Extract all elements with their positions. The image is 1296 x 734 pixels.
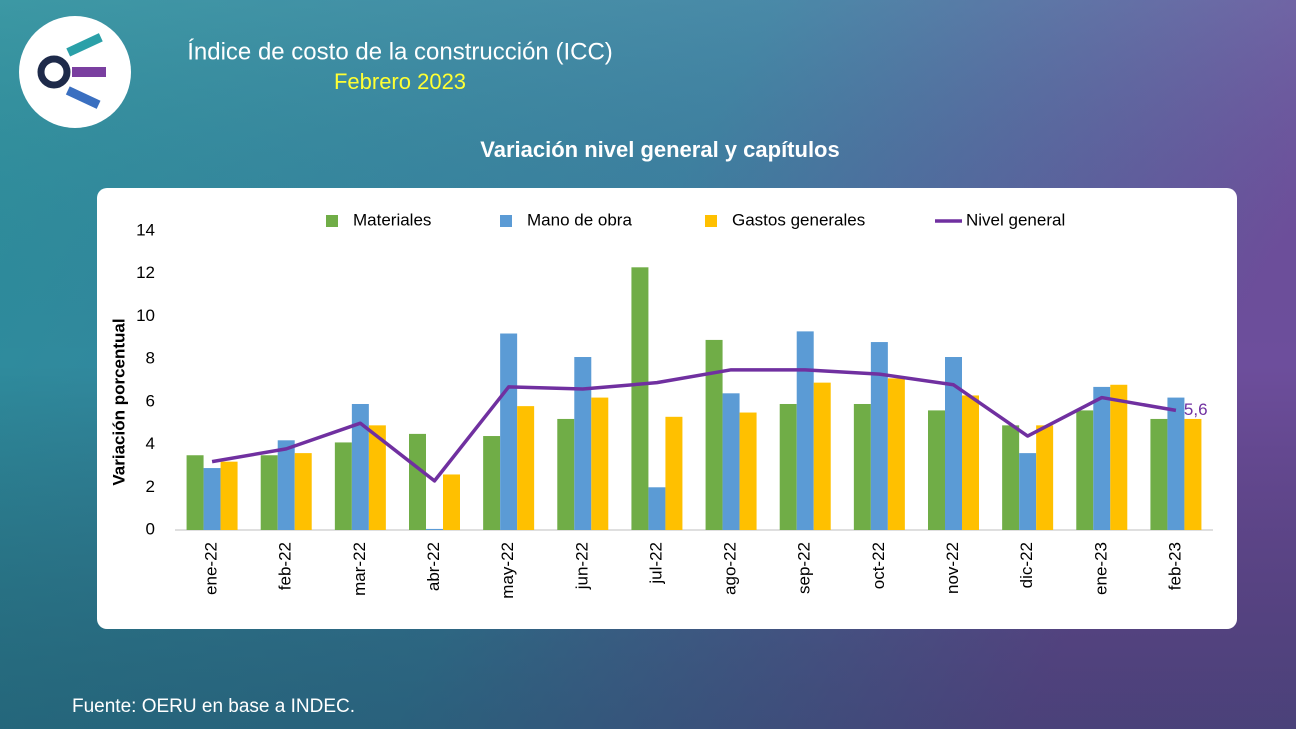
bar bbox=[945, 357, 962, 530]
y-tick-label: 8 bbox=[146, 349, 155, 368]
legend-label: Nivel general bbox=[966, 210, 1065, 229]
chart-panel bbox=[97, 188, 1237, 629]
bar bbox=[443, 474, 460, 530]
legend-label: Gastos generales bbox=[732, 210, 865, 229]
bar bbox=[483, 436, 501, 530]
legend-swatch bbox=[500, 215, 512, 227]
header-title: Índice de costo de la construcción (ICC) bbox=[187, 38, 613, 65]
y-tick-label: 0 bbox=[146, 519, 155, 538]
logo bbox=[19, 16, 131, 128]
legend-swatch bbox=[705, 215, 717, 227]
x-tick-label: may-22 bbox=[498, 542, 517, 599]
bar bbox=[962, 395, 979, 530]
bar bbox=[500, 333, 518, 530]
bar bbox=[294, 453, 312, 530]
y-tick-label: 4 bbox=[146, 434, 155, 453]
bar bbox=[1002, 425, 1020, 530]
bar bbox=[351, 403, 369, 530]
bar bbox=[220, 461, 238, 530]
y-tick-label: 12 bbox=[136, 263, 155, 282]
x-tick-label: jul-22 bbox=[646, 542, 665, 585]
y-tick-label: 10 bbox=[136, 306, 155, 325]
y-tick-label: 14 bbox=[136, 220, 155, 239]
x-tick-label: mar-22 bbox=[350, 542, 369, 596]
line bbox=[211, 368, 1177, 483]
x-tick-label: oct-22 bbox=[869, 542, 888, 589]
bar bbox=[203, 468, 221, 530]
bar bbox=[1167, 397, 1185, 530]
x-tick-label: ago-22 bbox=[721, 542, 740, 595]
chart-title: Variación nivel general y capítulos bbox=[480, 137, 839, 162]
bar bbox=[186, 455, 204, 530]
x-tick-label: abr-22 bbox=[424, 542, 443, 591]
x-tick-label: ene-22 bbox=[202, 542, 221, 595]
x-tick-label: jun-22 bbox=[572, 542, 591, 590]
y-tick-label: 2 bbox=[146, 477, 155, 496]
bar bbox=[368, 425, 386, 530]
bar bbox=[796, 331, 814, 530]
bar bbox=[813, 382, 831, 530]
bar bbox=[705, 339, 723, 530]
footer-source: Fuente: OERU en base a INDEC. bbox=[72, 696, 355, 717]
bar bbox=[591, 397, 609, 530]
bar bbox=[334, 442, 352, 530]
bar bbox=[1184, 418, 1202, 530]
bar bbox=[739, 412, 757, 530]
bar bbox=[1076, 410, 1094, 530]
bar bbox=[853, 403, 871, 530]
y-tick-label: 6 bbox=[146, 391, 155, 410]
legend-label: Mano de obra bbox=[527, 210, 632, 229]
bar bbox=[1110, 384, 1128, 530]
x-tick-label: dic-22 bbox=[1017, 542, 1036, 588]
bar bbox=[260, 455, 278, 530]
bar bbox=[1019, 453, 1037, 530]
x-tick-label: feb-22 bbox=[276, 542, 295, 590]
legend-swatch bbox=[326, 215, 338, 227]
bar bbox=[779, 403, 797, 530]
bar bbox=[1036, 425, 1054, 530]
x-tick-label: nov-22 bbox=[943, 542, 962, 594]
bar bbox=[426, 528, 443, 530]
bar bbox=[665, 416, 683, 530]
x-tick-label: feb-23 bbox=[1165, 542, 1184, 590]
bar bbox=[1093, 386, 1111, 530]
x-tick-label: sep-22 bbox=[795, 542, 814, 594]
bar bbox=[574, 357, 592, 530]
y-axis-label: Variación porcentual bbox=[109, 318, 128, 485]
bar bbox=[631, 267, 649, 530]
bar bbox=[648, 487, 666, 530]
bar bbox=[517, 406, 535, 530]
bar bbox=[277, 440, 295, 530]
bar bbox=[409, 433, 426, 530]
bar bbox=[887, 378, 905, 530]
bar bbox=[928, 410, 945, 530]
data-label: 5,6 bbox=[1184, 400, 1208, 419]
legend-label: Materiales bbox=[353, 210, 431, 229]
bar bbox=[1150, 418, 1168, 530]
header-subtitle: Febrero 2023 bbox=[334, 69, 466, 94]
bar bbox=[557, 418, 575, 530]
bar bbox=[722, 393, 740, 530]
x-tick-label: ene-23 bbox=[1091, 542, 1110, 595]
bar bbox=[870, 342, 888, 530]
